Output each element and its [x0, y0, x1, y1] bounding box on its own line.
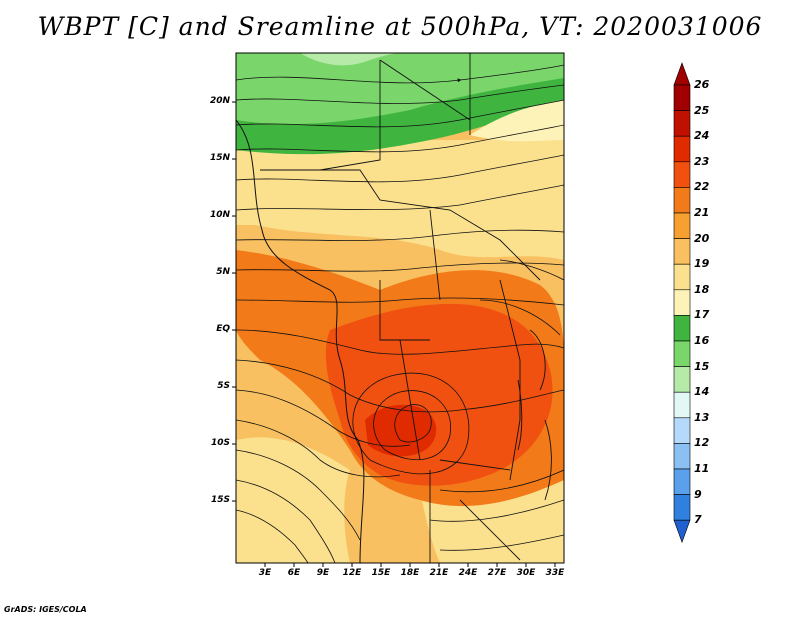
- streamlines: [236, 64, 564, 563]
- axis-ticks: [232, 101, 556, 567]
- lat-tick-label: 10S: [210, 438, 230, 449]
- map-frame: [235, 52, 565, 564]
- colorbar-swatch: [673, 340, 691, 367]
- colorbar-label: 20: [694, 231, 710, 245]
- colorbar-swatch: [673, 443, 691, 470]
- lon-tick-label: 33E: [545, 568, 565, 578]
- map-area: [236, 53, 564, 563]
- lat-tick-label: 15S: [210, 495, 230, 506]
- colorbar-swatch: [673, 161, 691, 188]
- colorbar-label: 22: [694, 180, 710, 194]
- colorbar-swatch: [673, 263, 691, 291]
- colorbar-swatch: [673, 238, 691, 265]
- lon-tick-label: 12E: [342, 568, 362, 578]
- colorbar-swatch: [673, 289, 691, 316]
- lon-tick-label: 6E: [287, 568, 301, 578]
- lat-tick-label: 20N: [209, 96, 230, 107]
- colorbar-swatch: [673, 135, 691, 163]
- west-coastline: [236, 119, 365, 563]
- colorbar-label: 23: [694, 154, 710, 168]
- colorbar-label: 12: [694, 436, 710, 450]
- colorbar-swatch: [673, 391, 691, 419]
- lat-tick-label: 10N: [209, 210, 230, 221]
- colorbar-label: 16: [694, 334, 710, 347]
- lon-tick-label: 30E: [516, 568, 536, 578]
- colorbar-under-triangle: [673, 519, 691, 544]
- colorbar-swatch: [673, 366, 691, 393]
- colorbar-label: 21: [694, 206, 710, 219]
- colorbar-swatch: [673, 187, 691, 214]
- colorbar-label: 19: [694, 257, 710, 271]
- field-15-north: [300, 53, 400, 66]
- colorbar-label: 18: [694, 282, 710, 296]
- lat-tick-label: 5N: [216, 267, 230, 278]
- colorbar-over-triangle: [673, 62, 691, 86]
- colorbar-swatch: [673, 110, 691, 137]
- lake-outlines: [517, 329, 552, 501]
- colorbar-label: 14: [694, 385, 710, 399]
- lat-tick-label: 5S: [217, 381, 230, 392]
- colorbar-swatch: [673, 417, 691, 444]
- grads-credit: GrADS: IGES/COLA: [4, 605, 87, 614]
- colorbar-label: 13: [694, 410, 710, 424]
- colorbar-label: 24: [694, 129, 710, 143]
- colorbar-label: 17: [694, 308, 710, 322]
- colorbar-label: 7: [694, 513, 702, 527]
- colorbar-swatch: [673, 494, 691, 521]
- colorbar-label: 26: [694, 78, 710, 91]
- colorbar-swatch: [673, 468, 691, 495]
- colorbar-swatch: [673, 212, 691, 239]
- chart-title: WBPT [C] and Sreamline at 500hPa, VT: 20…: [37, 12, 763, 41]
- lat-tick-label: 15N: [209, 153, 230, 164]
- colorbar-label: 11: [694, 462, 710, 475]
- lon-tick-label: 24E: [458, 568, 478, 578]
- lon-tick-label: 21E: [429, 568, 449, 578]
- lon-tick-label: 9E: [316, 568, 330, 578]
- colorbar-swatch: [673, 84, 691, 111]
- colorbar-label: 9: [694, 487, 702, 501]
- field-18-northeast: [470, 100, 564, 142]
- field-16-north: [236, 53, 564, 125]
- colorbar-label: 15: [694, 359, 710, 373]
- field-24: [365, 404, 437, 457]
- field-19-southwest: [236, 437, 350, 563]
- lon-tick-label: 15E: [371, 568, 391, 578]
- lon-tick-label: 18E: [400, 568, 420, 578]
- lon-tick-label: 27E: [487, 568, 507, 578]
- colorbar-label: 25: [694, 103, 710, 117]
- lat-tick-label: EQ: [216, 324, 230, 335]
- lon-tick-label: 3E: [258, 568, 272, 578]
- field-19-band: [236, 127, 564, 260]
- colorbar: [673, 62, 691, 544]
- country-borders: [260, 53, 541, 563]
- colorbar-swatch: [673, 315, 691, 342]
